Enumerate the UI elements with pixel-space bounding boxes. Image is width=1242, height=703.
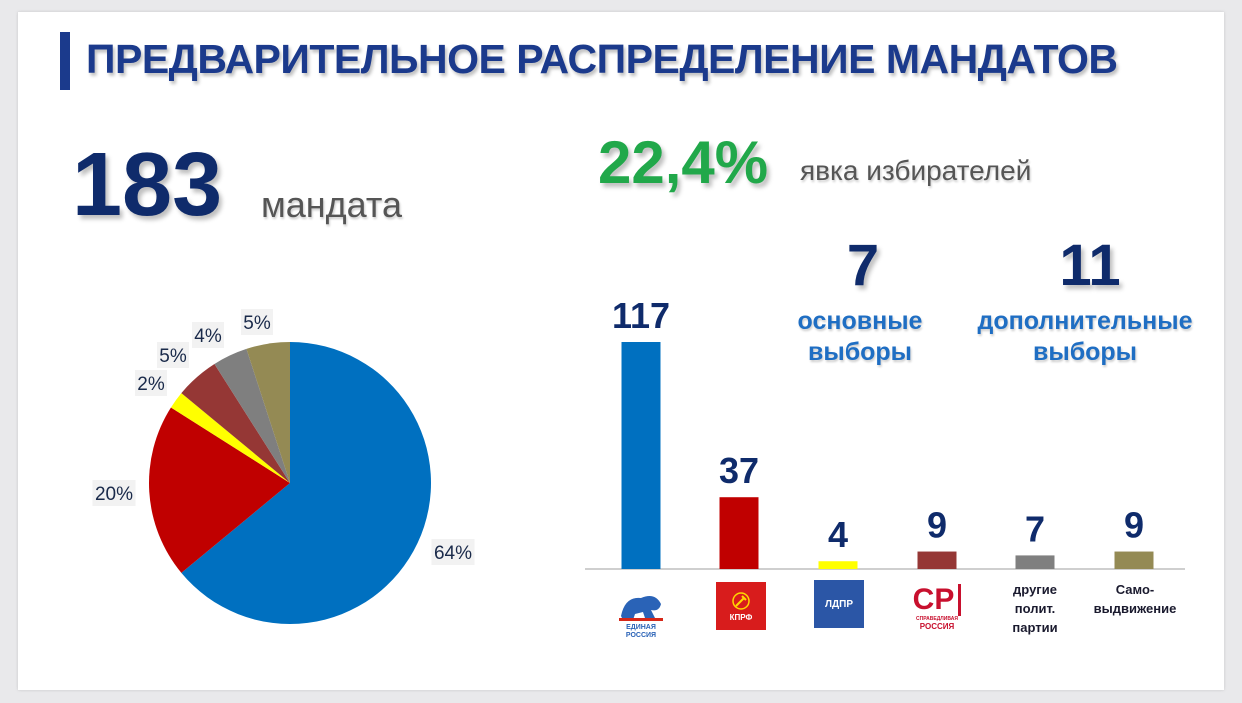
bar-data-label: 4	[828, 514, 848, 555]
bar-data-label: 9	[1124, 505, 1144, 546]
bar-data-label: 117	[612, 295, 670, 336]
total-mandates-number: 183	[72, 135, 223, 235]
pie-data-label: 5%	[159, 346, 187, 367]
pie-label-bg	[157, 342, 189, 368]
pie-slice	[148, 407, 290, 573]
pie-data-label: 4%	[194, 326, 222, 347]
pie-label-bg	[241, 309, 273, 335]
pie-data-label: 2%	[137, 374, 165, 395]
category-label-other-line3: партии	[1012, 620, 1058, 635]
fair-russia-logo-line1: СПРАВЕДЛИВАЯ	[916, 615, 958, 622]
bar	[1114, 551, 1154, 569]
main-elections-line2: выборы	[807, 338, 913, 366]
total-mandates-label: мандата	[261, 184, 402, 225]
category-label-self-line2: выдвижение	[1093, 601, 1177, 616]
page-title: ПРЕДВАРИТЕЛЬНОЕ РАСПРЕДЕЛЕНИЕ МАНДАТОВ	[86, 36, 1118, 82]
united-russia-logo: ЕДИНАЯ РОССИЯ	[615, 578, 667, 640]
category-label-self: Само- выдвижение	[1080, 580, 1190, 618]
additional-elections-line1: дополнительные	[977, 307, 1193, 335]
bar	[1015, 555, 1055, 569]
turnout-value: 22,4%	[598, 129, 769, 196]
bar	[621, 342, 661, 569]
pie-slice	[170, 393, 290, 483]
additional-elections-label: дополнительные выборы	[960, 306, 1210, 368]
fair-russia-mark: СР	[913, 583, 962, 616]
kprf-logo-text: КПРФ	[729, 612, 753, 622]
bar	[719, 497, 759, 569]
bar	[818, 561, 858, 569]
pie-slice	[214, 348, 290, 483]
pie-label-bg	[135, 370, 167, 396]
pie-data-label: 5%	[243, 313, 271, 334]
pie-data-label: 64%	[434, 543, 472, 564]
main-elections-label: основные выборы	[775, 306, 945, 368]
united-russia-logo-line1: ЕДИНАЯ	[626, 624, 656, 631]
hammer-sickle-icon	[732, 591, 750, 610]
bear-icon	[619, 596, 663, 621]
fair-russia-logo-line2: РОССИЯ	[919, 621, 955, 631]
main-elections-line1: основные	[797, 307, 923, 335]
united-russia-logo-line2: РОССИЯ	[625, 632, 657, 639]
bar	[917, 551, 957, 569]
additional-elections-line2: выборы	[1032, 338, 1138, 366]
additional-elections-number: 11	[1059, 233, 1121, 298]
pie-label-bg	[431, 539, 475, 565]
pie-label-bg	[192, 322, 224, 348]
pie-data-label: 20%	[95, 484, 133, 505]
category-label-other-line2: полит.	[1014, 601, 1056, 616]
turnout-label: явка избирателей	[800, 155, 1032, 186]
pie-label-bg	[92, 480, 136, 506]
pie-slice	[181, 363, 290, 483]
ldpr-logo: ЛДПР	[814, 580, 864, 628]
category-label-other-line1: другие	[1013, 582, 1057, 597]
ldpr-logo-text: ЛДПР	[825, 598, 853, 610]
pie-chart: 64% 20% 2% 5% 4% 5%	[92, 309, 475, 624]
fair-russia-logo: СР СПРАВЕДЛИВАЯ РОССИЯ	[912, 578, 962, 636]
kprf-logo: КПРФ	[716, 582, 766, 630]
bar-data-label: 37	[719, 450, 759, 491]
category-label-self-line1: Само-	[1115, 582, 1155, 597]
pie-slice	[246, 342, 290, 483]
pie-slice	[181, 342, 431, 624]
main-elections-number: 7	[846, 233, 880, 298]
category-label-other: другие полит. партии	[990, 580, 1080, 637]
bar-chart: 117 37 4 9 7 9	[585, 295, 1185, 570]
bar-data-label: 7	[1025, 508, 1045, 549]
bar-data-label: 9	[927, 505, 947, 546]
title-accent-bar	[60, 32, 70, 90]
